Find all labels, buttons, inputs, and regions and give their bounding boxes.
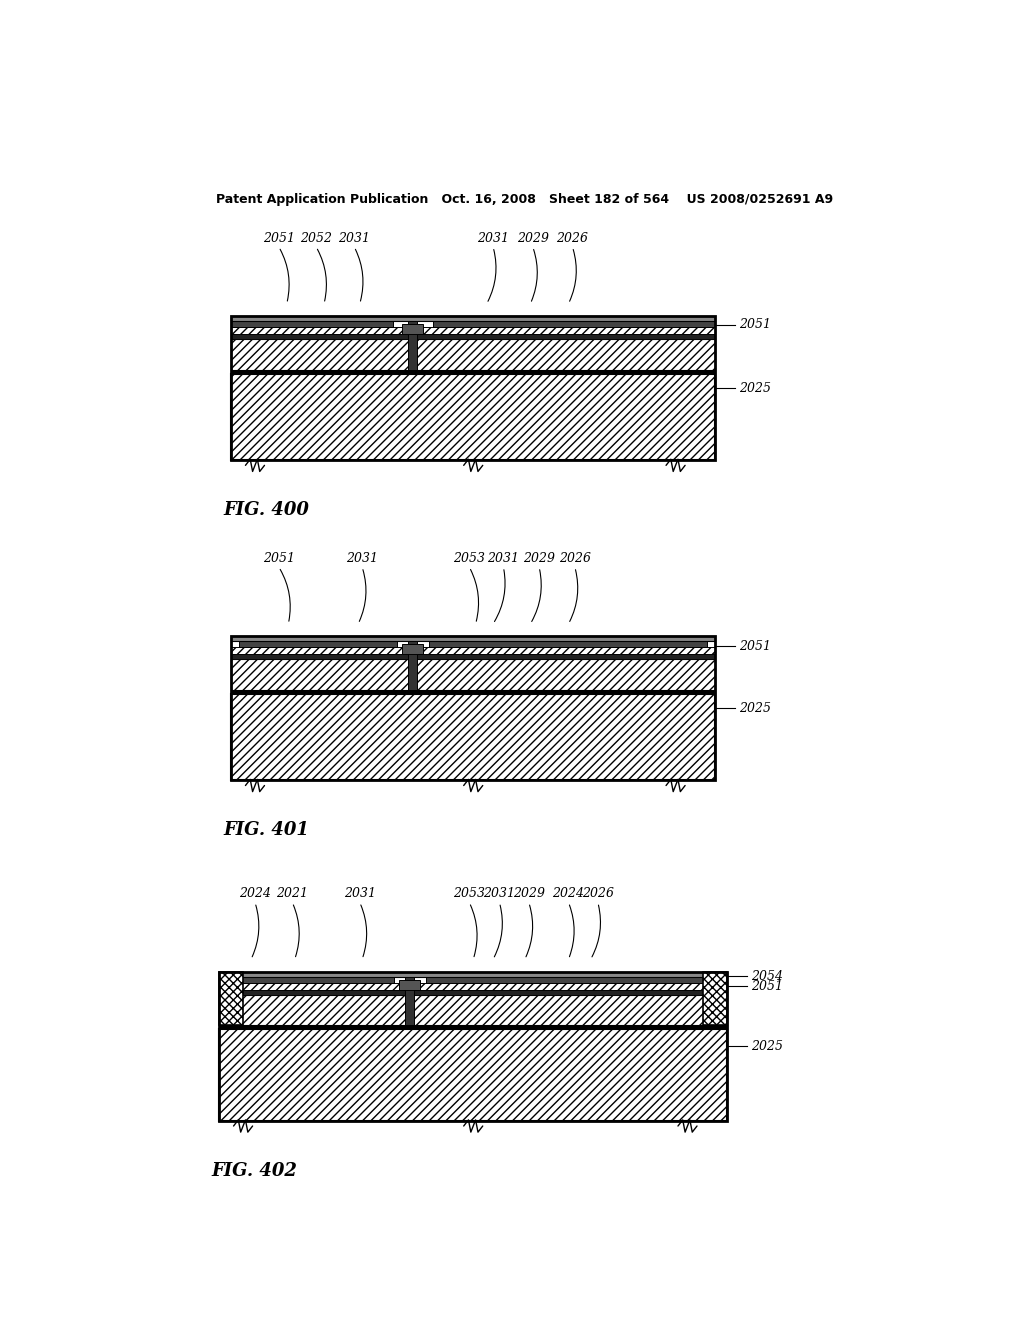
Text: 2021: 2021	[276, 887, 308, 900]
Bar	[219, 1030, 727, 1121]
Bar	[219, 995, 727, 1026]
Text: 2026: 2026	[556, 232, 589, 244]
Text: 2054: 2054	[751, 969, 783, 982]
Bar	[429, 642, 708, 647]
Text: 2031: 2031	[346, 552, 378, 565]
Bar	[219, 1026, 727, 1030]
Bar	[219, 972, 243, 1026]
Text: 2025: 2025	[751, 1040, 783, 1053]
Text: 2024: 2024	[239, 887, 271, 900]
Text: 2051: 2051	[739, 640, 771, 652]
Text: 2051: 2051	[263, 552, 295, 565]
Text: 2024: 2024	[553, 887, 585, 900]
Text: 2053: 2053	[454, 887, 485, 900]
Bar	[219, 982, 727, 990]
Bar	[219, 972, 727, 1121]
Bar	[219, 990, 727, 995]
Bar	[402, 644, 423, 655]
Bar	[404, 977, 415, 1026]
Bar	[231, 647, 715, 655]
Text: 2029: 2029	[523, 552, 555, 565]
Text: 2031: 2031	[487, 552, 519, 565]
Text: Patent Application Publication   Oct. 16, 2008   Sheet 182 of 564    US 2008/025: Patent Application Publication Oct. 16, …	[216, 193, 834, 206]
Text: 2031: 2031	[477, 232, 509, 244]
Bar	[231, 655, 715, 660]
Bar	[432, 321, 715, 327]
Bar	[231, 315, 715, 321]
Bar	[399, 979, 420, 990]
Text: 2025: 2025	[739, 702, 771, 714]
Text: 2031: 2031	[483, 887, 515, 900]
Bar	[227, 977, 394, 982]
Text: 2051: 2051	[263, 232, 295, 244]
Bar	[231, 327, 715, 334]
Text: 2053: 2053	[454, 552, 485, 565]
Bar	[231, 636, 715, 780]
Bar	[231, 370, 715, 374]
Text: 2026: 2026	[559, 552, 591, 565]
Bar	[231, 339, 715, 370]
Bar	[231, 660, 715, 690]
Text: FIG. 400: FIG. 400	[223, 500, 309, 519]
Text: 2052: 2052	[300, 232, 332, 244]
Text: 2051: 2051	[739, 318, 771, 331]
Bar	[219, 972, 727, 977]
Bar	[231, 315, 715, 461]
Text: 2031: 2031	[338, 232, 371, 244]
Text: FIG. 402: FIG. 402	[211, 1162, 297, 1180]
Bar	[240, 642, 397, 647]
Bar	[231, 690, 715, 694]
Bar	[402, 325, 423, 334]
Bar	[408, 642, 418, 690]
Bar	[231, 321, 393, 327]
Text: FIG. 401: FIG. 401	[223, 821, 309, 840]
Text: 2029: 2029	[513, 887, 545, 900]
Text: 2029: 2029	[517, 232, 549, 244]
Bar	[703, 972, 727, 1026]
Bar	[408, 321, 418, 370]
Bar	[231, 334, 715, 339]
Bar	[231, 694, 715, 780]
Text: 2031: 2031	[344, 887, 376, 900]
Bar	[231, 374, 715, 461]
Text: 2026: 2026	[582, 887, 613, 900]
Text: 2025: 2025	[739, 381, 771, 395]
Text: 2051: 2051	[751, 979, 783, 993]
Bar	[426, 977, 719, 982]
Bar	[231, 636, 715, 642]
